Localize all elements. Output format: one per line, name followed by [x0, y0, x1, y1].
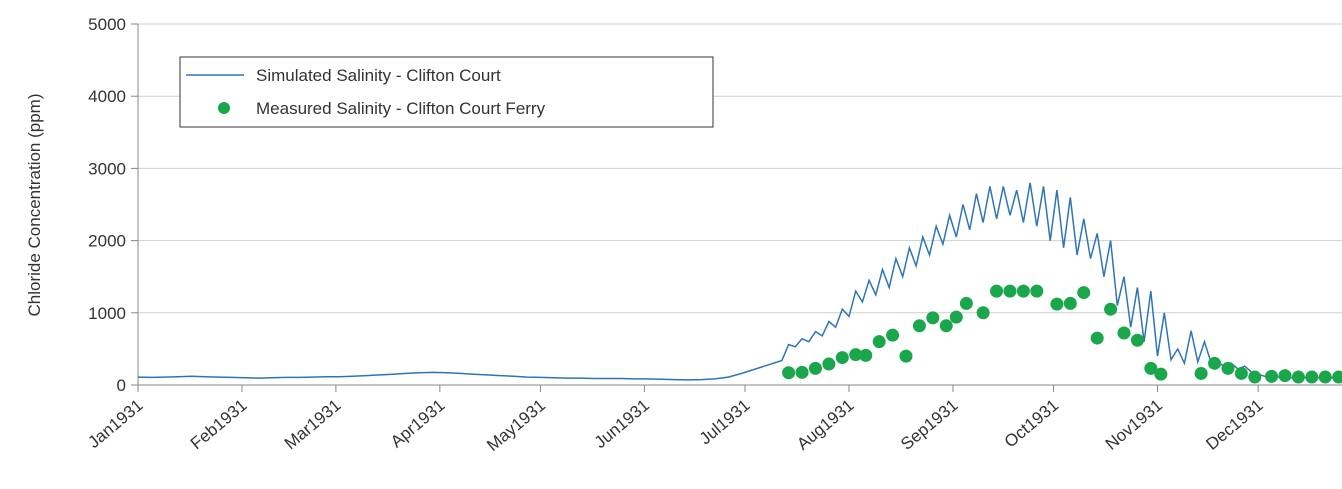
data-point [886, 328, 900, 342]
plot-area [137, 182, 1342, 384]
x-tick-label: Nov1931 [1102, 396, 1166, 454]
data-point [1305, 370, 1319, 384]
x-tick-label: Jan1931 [84, 396, 146, 452]
x-tick-label: Sep1931 [897, 396, 961, 454]
y-tick-label: 1000 [88, 304, 126, 323]
x-tick-label: May1931 [483, 396, 549, 456]
data-point [1063, 296, 1077, 310]
data-point [990, 284, 1004, 298]
data-point [899, 349, 913, 363]
x-tick-label: Feb1931 [187, 396, 251, 454]
data-point [939, 319, 953, 333]
y-tick-label: 3000 [88, 159, 126, 178]
y-tick-label: 2000 [88, 232, 126, 251]
data-point [1221, 361, 1235, 375]
data-point [1050, 297, 1064, 311]
data-point [1077, 286, 1091, 300]
legend-label: Simulated Salinity - Clifton Court [256, 66, 501, 85]
data-point [835, 351, 849, 365]
data-point [959, 296, 973, 310]
data-point [1130, 333, 1144, 347]
data-point [1234, 366, 1248, 380]
x-tick-label: Aug1931 [793, 396, 857, 454]
y-tick-label: 4000 [88, 87, 126, 106]
x-tick-label: Apr1931 [387, 396, 448, 452]
data-point [822, 357, 836, 371]
x-tick-label: Jul1931 [696, 396, 754, 449]
data-point [1117, 326, 1131, 340]
x-tick-label: Jun1931 [591, 396, 653, 452]
data-point [1265, 369, 1279, 383]
data-point [1104, 302, 1118, 316]
legend-dot [218, 102, 230, 114]
series-line [137, 182, 1339, 381]
data-point [1318, 370, 1332, 384]
data-point [1248, 370, 1262, 384]
y-tick-label: 0 [117, 376, 126, 395]
data-point [849, 348, 863, 362]
data-point [1332, 370, 1342, 384]
data-point [795, 365, 809, 379]
data-point [1278, 369, 1292, 383]
data-point [1003, 284, 1017, 298]
y-tick-label: 5000 [88, 15, 126, 34]
legend-label: Measured Salinity - Clifton Court Ferry [256, 99, 546, 118]
y-axis-title: Chloride Concentration (ppm) [25, 94, 44, 317]
data-point [872, 335, 886, 349]
data-point [1030, 284, 1044, 298]
data-point [1016, 284, 1030, 298]
data-point [1208, 356, 1222, 370]
x-tick-label: Dec1931 [1202, 396, 1266, 454]
data-point [949, 310, 963, 324]
legend-box [179, 56, 714, 128]
data-point [926, 311, 940, 325]
data-point [976, 306, 990, 320]
x-tick-label: Oct1931 [1001, 396, 1062, 452]
data-point [912, 319, 926, 333]
data-point [1154, 367, 1168, 381]
data-point [808, 361, 822, 375]
data-point [782, 366, 796, 380]
data-point [1194, 366, 1208, 380]
x-tick-label: Mar1931 [281, 396, 345, 454]
data-point [1144, 361, 1158, 375]
data-point [1090, 331, 1104, 345]
data-point [859, 348, 873, 362]
data-point [1291, 370, 1305, 384]
